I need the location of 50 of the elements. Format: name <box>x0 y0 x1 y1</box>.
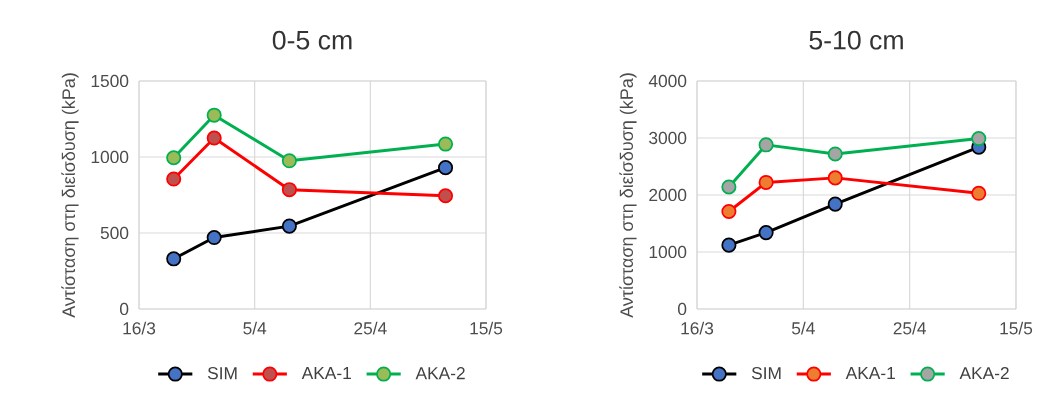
legend-label: AKA-2 <box>415 367 465 380</box>
point <box>827 196 843 212</box>
legend-label: AKA-1 <box>301 367 351 380</box>
legend-label: SIM <box>207 367 237 380</box>
x-tick-label: 5/4 <box>791 321 815 335</box>
y-tick-label: 0 <box>120 302 129 316</box>
legend-label: SIM <box>751 367 781 380</box>
y-tick-label: 4000 <box>648 74 687 88</box>
point <box>721 179 737 195</box>
point <box>281 218 297 234</box>
x-tick-label: 15/5 <box>470 321 503 335</box>
point <box>758 225 774 241</box>
y-tick-label: 0 <box>677 302 687 316</box>
legend-label: AKA-1 <box>845 367 895 380</box>
y-axis-title: Αντίσταση στη διείσδυση (kPa) <box>619 73 637 318</box>
chart-title: 5-10 cm <box>809 30 903 50</box>
legend-label: AKA-2 <box>959 367 1009 380</box>
point <box>206 230 222 246</box>
y-tick-label: 3000 <box>649 131 687 145</box>
point <box>721 203 737 220</box>
y-tick-label: 1000 <box>649 245 687 259</box>
point <box>758 174 774 190</box>
y-tick-label: 500 <box>100 226 129 240</box>
point <box>437 188 454 204</box>
point <box>827 170 843 186</box>
point <box>721 237 737 253</box>
chart-title: 0-5 cm <box>272 30 352 50</box>
point <box>758 137 774 153</box>
point <box>437 136 454 152</box>
point <box>166 150 182 166</box>
point <box>206 107 222 123</box>
point <box>281 182 297 198</box>
point <box>166 251 182 267</box>
x-tick-label: 16/3 <box>681 321 714 335</box>
x-tick-label: 25/4 <box>354 321 387 335</box>
x-tick-label: 16/3 <box>123 321 156 335</box>
y-tick-label: 1000 <box>91 150 129 164</box>
y-tick-label: 1500 <box>91 74 129 88</box>
point <box>281 153 297 169</box>
y-tick-label: 2000 <box>649 188 687 202</box>
point <box>971 185 987 201</box>
point <box>971 131 987 147</box>
x-tick-label: 5/4 <box>243 321 267 335</box>
point <box>166 171 182 187</box>
point <box>437 160 454 176</box>
x-tick-label: 15/5 <box>1000 321 1033 335</box>
point <box>827 146 843 162</box>
y-axis-title: Αντίσταση στη διείσδυση (kPa) <box>61 73 79 318</box>
x-tick-label: 25/4 <box>893 321 927 335</box>
point <box>206 130 222 146</box>
